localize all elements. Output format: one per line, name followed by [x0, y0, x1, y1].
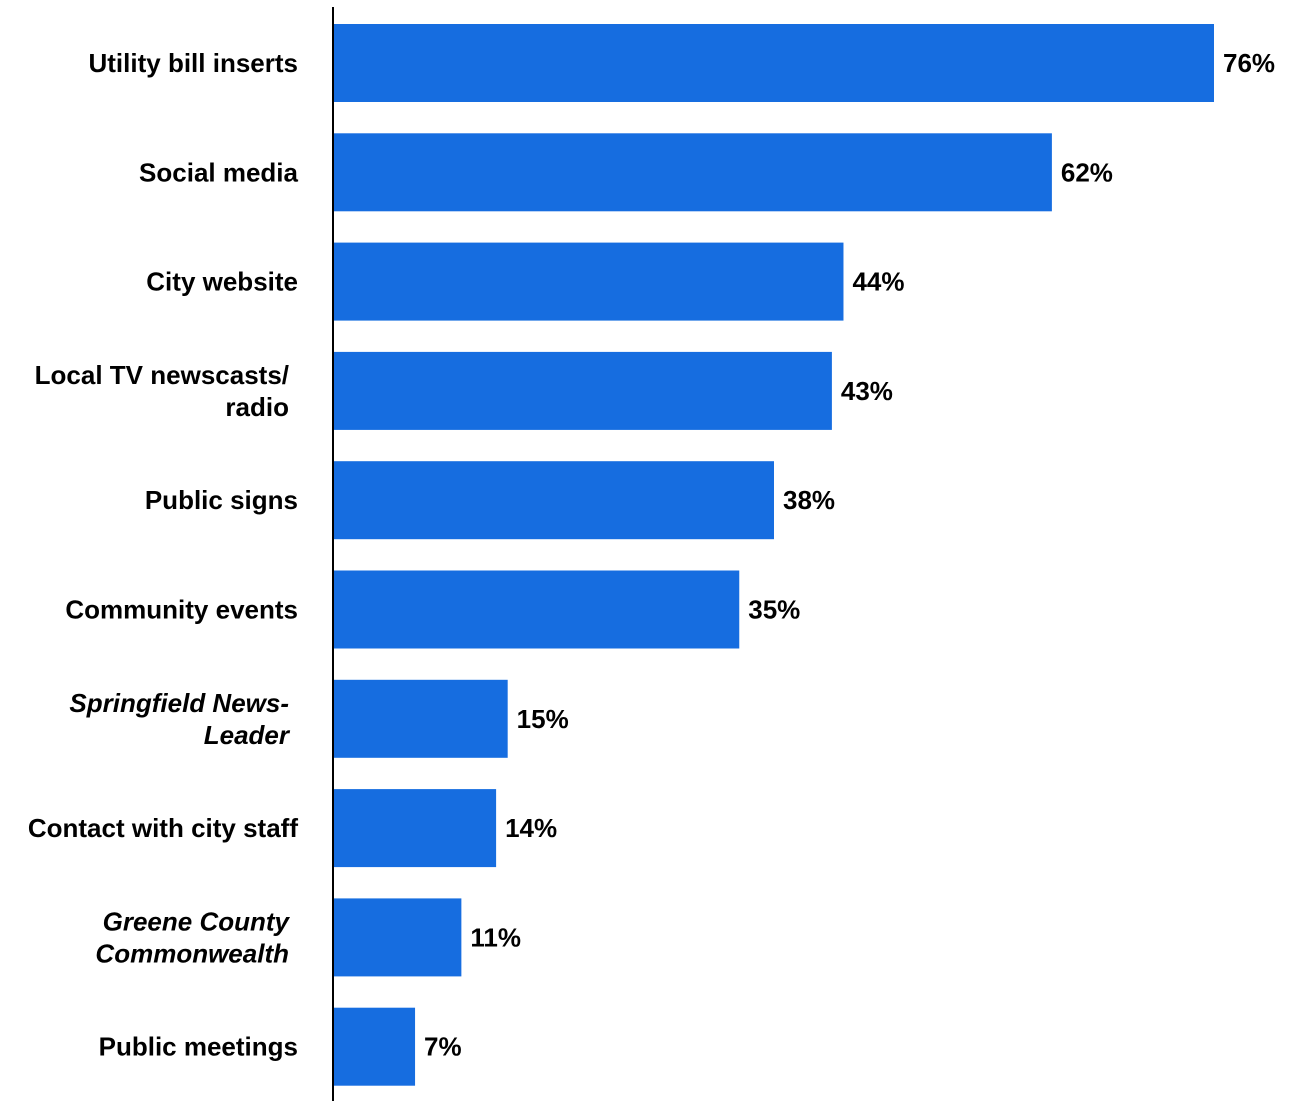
category-label-line: Springfield News-	[69, 688, 289, 718]
bar-6	[334, 570, 740, 649]
category-label-line: Local TV newscasts/	[35, 360, 289, 390]
value-label-6: 35%	[748, 595, 800, 625]
bar-5	[334, 461, 774, 540]
category-label-2: Social media	[139, 157, 298, 187]
category-label-line: City website	[146, 267, 298, 297]
category-label-4: Local TV newscasts/radio	[35, 360, 289, 422]
value-label-10: 7%	[424, 1032, 462, 1062]
category-label-9: Greene County Commonwealth	[95, 906, 290, 968]
value-label-9: 11%	[470, 922, 521, 952]
category-label-5: Public signs	[145, 485, 298, 515]
category-labels-group: Utility bill inserts Social media City web…	[28, 48, 299, 1062]
category-label-line: Social media	[139, 157, 298, 187]
category-label-line: Community events	[65, 595, 298, 625]
category-label-6: Community events	[65, 595, 298, 625]
bar-3	[334, 242, 844, 321]
category-label-line: Contact with city staff	[28, 813, 298, 843]
category-label-line: Leader	[204, 720, 291, 750]
bar-9	[334, 898, 462, 977]
category-label-line: Public signs	[145, 485, 298, 515]
category-label-line: Utility bill inserts	[89, 48, 299, 78]
bar-4	[334, 351, 832, 430]
value-label-8: 14%	[505, 813, 557, 843]
category-label-3: City website	[146, 267, 298, 297]
value-label-7: 15%	[517, 704, 569, 734]
bar-2	[334, 133, 1052, 212]
value-label-2: 62%	[1061, 157, 1113, 187]
category-label-10: Public meetings	[99, 1032, 298, 1062]
value-label-3: 44%	[852, 267, 904, 297]
category-label-line: Greene County	[103, 906, 291, 936]
bar-8	[334, 789, 497, 868]
value-label-5: 38%	[783, 485, 835, 515]
value-label-4: 43%	[841, 376, 893, 406]
category-label-line: Public meetings	[99, 1032, 298, 1062]
bars-group	[334, 24, 1214, 1086]
category-label-1: Utility bill inserts	[89, 48, 299, 78]
value-labels-group: 76% 62% 44% 43% 38% 35% 15% 14% 11% 7%	[424, 48, 1275, 1062]
category-label-8: Contact with city staff	[28, 813, 298, 843]
category-label-line: radio	[225, 392, 289, 422]
category-label-7: Springfield News-Leader	[69, 688, 290, 750]
bar-10	[334, 1007, 416, 1086]
bar-7	[334, 679, 508, 758]
value-label-1: 76%	[1223, 48, 1275, 78]
category-label-line: Commonwealth	[95, 938, 289, 968]
bar-1	[334, 24, 1214, 102]
